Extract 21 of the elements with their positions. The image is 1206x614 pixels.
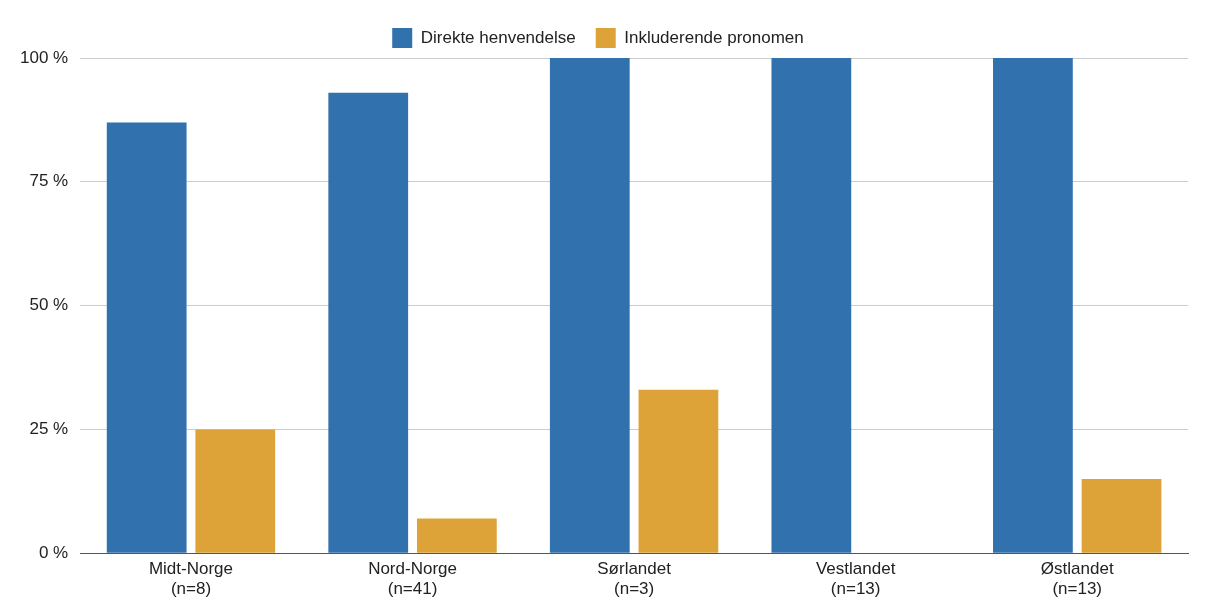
y-tick-label: 50 %	[29, 295, 69, 315]
x-tick-label: Østlandet (n=13)	[1040, 559, 1114, 599]
y-tick-label: 75 %	[29, 171, 69, 191]
y-tick-label: 100 %	[20, 47, 69, 67]
x-tick-label: Midt-Norge (n=8)	[148, 559, 234, 599]
bar	[195, 429, 276, 553]
x-tick-label: Nord-Norge (n=41)	[368, 559, 457, 599]
bar	[106, 122, 187, 553]
bar	[416, 518, 497, 553]
bar	[328, 92, 409, 553]
legend-label: Inkluderende pronomen	[624, 27, 804, 47]
bar	[771, 58, 852, 553]
bar	[1081, 478, 1162, 553]
x-tick-label: Vestlandet (n=13)	[815, 559, 896, 599]
bar	[993, 58, 1073, 553]
y-tick-label: 25 %	[29, 419, 69, 439]
x-tick-label: Sørlandet (n=3)	[597, 559, 672, 599]
bar	[549, 58, 630, 553]
y-tick-label: 0 %	[38, 542, 69, 562]
legend-label: Direkte henvendelse	[420, 27, 576, 47]
bar	[638, 389, 719, 553]
